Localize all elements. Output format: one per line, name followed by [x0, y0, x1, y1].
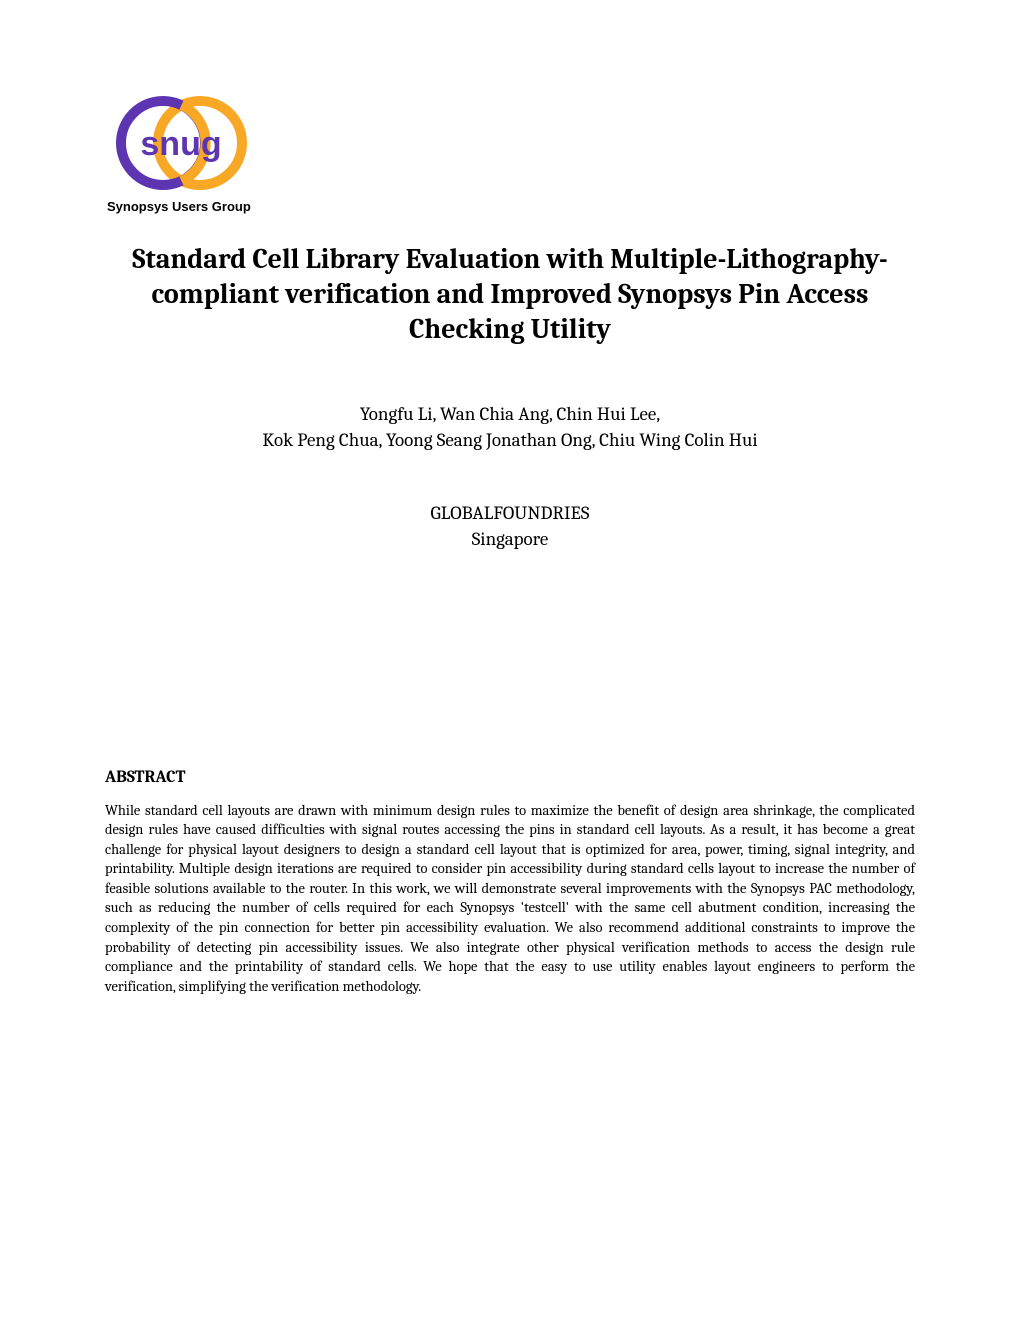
authors-line-1: Yongfu Li, Wan Chia Ang, Chin Hui Lee, [105, 402, 915, 428]
affiliation-location: Singapore [105, 527, 915, 553]
abstract-heading: ABSTRACT [105, 768, 915, 787]
authors: Yongfu Li, Wan Chia Ang, Chin Hui Lee, K… [105, 402, 915, 453]
authors-line-2: Kok Peng Chua, Yoong Seang Jonathan Ong,… [105, 428, 915, 454]
abstract-body: While standard cell layouts are drawn wi… [105, 801, 915, 997]
svg-text:snug: snug [140, 125, 221, 163]
paper-title: Standard Cell Library Evaluation with Mu… [105, 242, 915, 347]
affiliation: GLOBALFOUNDRIES Singapore [105, 501, 915, 552]
logo-block: snug Synopsys Users Group [105, 95, 915, 214]
snug-logo: snug [105, 95, 270, 195]
logo-caption: Synopsys Users Group [107, 199, 915, 214]
affiliation-org: GLOBALFOUNDRIES [105, 501, 915, 527]
